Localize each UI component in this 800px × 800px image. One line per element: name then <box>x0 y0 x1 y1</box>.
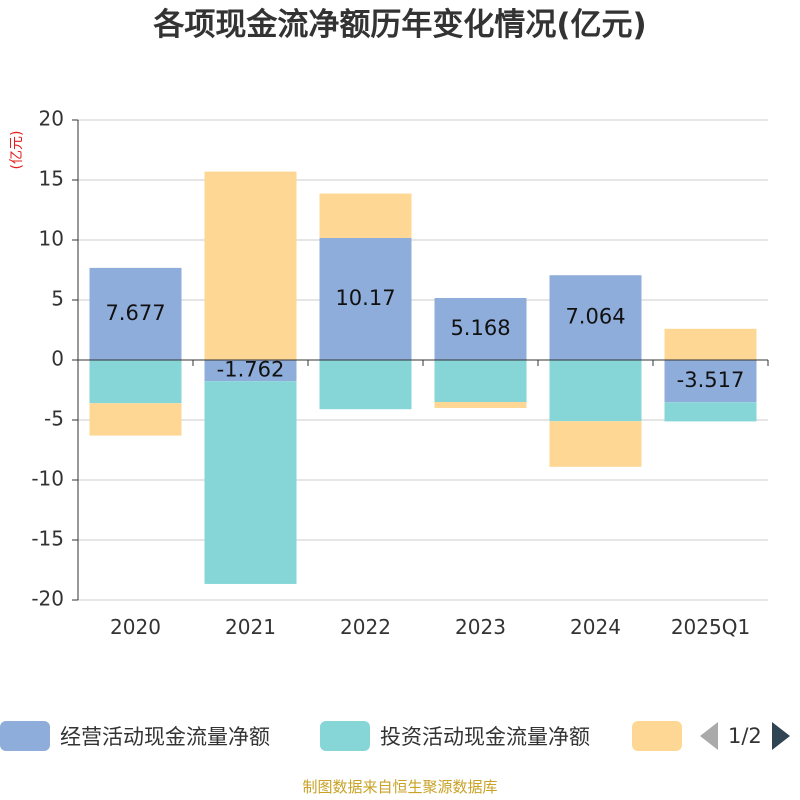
y-tick-label: 15 <box>39 167 64 191</box>
bar-financing[interactable] <box>549 421 642 467</box>
data-label: 5.168 <box>450 316 510 340</box>
chart-title: 各项现金流净额历年变化情况(亿元) <box>153 7 647 43</box>
grid-layer <box>78 119 768 601</box>
bar-operating[interactable] <box>204 360 297 382</box>
bar-financing[interactable] <box>434 402 527 408</box>
bar-operating[interactable] <box>549 275 642 360</box>
legend-pager: 1/2 <box>700 720 790 752</box>
y-tick-label: 20 <box>39 107 64 131</box>
legend-label-investing: 投资活动现金流量净额 <box>380 725 590 749</box>
legend-label-operating: 经营活动现金流量净额 <box>60 725 270 749</box>
bar-financing[interactable] <box>664 328 757 360</box>
x-tick-label: 2021 <box>225 615 276 639</box>
bar-financing[interactable] <box>204 171 297 360</box>
legend-swatch-investing <box>320 721 370 751</box>
bar-financing[interactable] <box>89 403 182 436</box>
x-tick-label: 2025Q1 <box>671 615 750 639</box>
y-tick-label: 5 <box>51 287 64 311</box>
data-label: 7.064 <box>565 305 625 329</box>
bar-investing[interactable] <box>319 360 412 410</box>
pager-text: 1/2 <box>728 724 762 748</box>
bar-operating[interactable] <box>664 360 757 403</box>
bar-investing[interactable] <box>89 360 182 404</box>
axis-layer: 20 15 10 5 0 -5 -10 -15 -20 2020 2021 2022 2023 2024 2… <box>31 107 769 639</box>
bar-layer <box>89 171 757 584</box>
bar-operating[interactable] <box>89 267 182 360</box>
data-label: 10.17 <box>335 286 395 310</box>
bar-investing[interactable] <box>204 381 297 584</box>
pager-next-icon[interactable] <box>771 722 790 750</box>
data-label: -1.762 <box>217 358 285 382</box>
legend-swatch-operating <box>0 721 50 751</box>
pager-prev-icon[interactable] <box>700 722 718 750</box>
legend: 经营活动现金流量净额 投资活动现金流量净额 1/2 <box>0 716 800 756</box>
y-tick-label: 0 <box>51 347 64 371</box>
bar-investing[interactable] <box>434 360 527 402</box>
legend-item-investing[interactable]: 投资活动现金流量净额 <box>320 720 590 752</box>
bar-operating[interactable] <box>319 237 412 360</box>
bar-financing[interactable] <box>319 193 412 238</box>
cashflow-chart: 20 15 10 5 0 -5 -10 -15 -20 2020 2021 2022 2023 2024 2… <box>31 107 769 639</box>
legend-swatch-financing <box>632 721 682 751</box>
y-tick-label: 10 <box>39 227 64 251</box>
x-tick-label: 2024 <box>570 615 621 639</box>
data-label: -3.517 <box>677 368 745 392</box>
x-tick-label: 2020 <box>110 615 161 639</box>
y-tick-label: -10 <box>31 467 64 491</box>
legend-item-financing[interactable] <box>632 720 692 752</box>
source-note: 制图数据来自恒生聚源数据库 <box>302 778 498 796</box>
legend-item-operating[interactable]: 经营活动现金流量净额 <box>0 720 270 752</box>
x-tick-label: 2023 <box>455 615 506 639</box>
bar-investing[interactable] <box>549 360 642 422</box>
y-tick-label: -15 <box>31 527 64 551</box>
y-tick-label: -5 <box>44 407 64 431</box>
data-label-layer: 7.677 -1.762 10.17 5.168 7.064 -3.517 <box>105 286 744 392</box>
bar-operating[interactable] <box>434 297 527 360</box>
y-tick-label: -20 <box>31 587 64 611</box>
bar-investing[interactable] <box>664 402 757 422</box>
data-label: 7.677 <box>105 301 165 325</box>
x-tick-label: 2022 <box>340 615 391 639</box>
